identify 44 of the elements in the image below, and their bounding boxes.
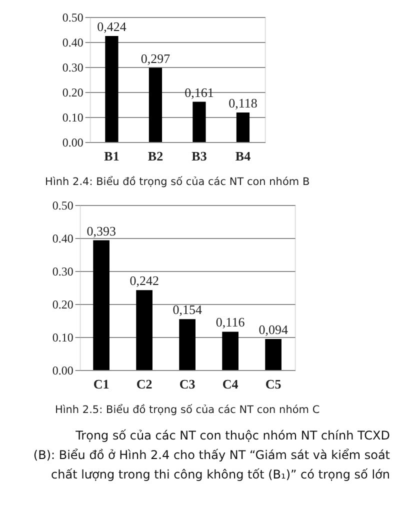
x-tick-label: C4: [222, 376, 239, 392]
y-tick-label: 0.30: [52, 264, 74, 278]
bar: [236, 112, 250, 142]
y-tick-label: 0.40: [52, 232, 74, 246]
data-label: 0,161: [184, 84, 214, 100]
bar: [192, 102, 206, 142]
data-label: 0,154: [172, 302, 202, 318]
data-label: 0,393: [86, 223, 116, 238]
y-tick-label: 0.00: [52, 364, 74, 378]
y-tick-label: 0.00: [62, 136, 84, 150]
y-tick-label: 0.50: [52, 198, 74, 212]
x-tick-label: C3: [179, 376, 196, 392]
data-label: 0,116: [216, 314, 246, 330]
text: (B): Biểu đồ ở Hình 2.4 cho thấy NT “Giám sát và kiểm soát: [33, 448, 390, 462]
x-tick-label: B1: [104, 148, 120, 164]
data-label: 0,118: [228, 96, 258, 110]
text: Hình 2.4: Biểu đồ trọng số của các NT con nhóm B: [45, 175, 310, 188]
data-label: 0,424: [97, 19, 127, 34]
text: Trọng số của các NT con thuộc nhóm NT chính TCXD: [74, 428, 390, 443]
bar: [93, 240, 110, 370]
bar: [179, 319, 196, 370]
y-tick-label: 0.40: [62, 36, 84, 50]
y-tick-label: 0.20: [62, 86, 84, 100]
text: chất lượng trong thi công không tốt (B₁)” có trọng số lớn: [51, 467, 390, 482]
data-label: 0,242: [130, 273, 159, 288]
y-tick-label: 0.10: [52, 330, 74, 344]
y-tick-label: 0.20: [52, 298, 74, 312]
data-label: 0,297: [140, 50, 171, 66]
x-tick-label: B4: [235, 148, 252, 164]
y-tick-label: 0.10: [62, 110, 84, 124]
x-tick-label: C1: [93, 376, 110, 392]
x-tick-label: B2: [148, 148, 164, 164]
bar: [105, 36, 118, 142]
bar: [148, 68, 162, 142]
data-label: 0,094: [258, 322, 288, 337]
x-tick-label: B3: [192, 148, 208, 164]
bar: [265, 338, 282, 370]
x-tick-label: C5: [265, 376, 282, 392]
bar: [136, 290, 152, 370]
text: Hình 2.5: Biểu đồ trọng số của các NT con nhóm C: [54, 403, 320, 416]
y-tick-label: 0.50: [62, 10, 84, 24]
x-tick-label: C2: [136, 376, 152, 392]
bar: [222, 332, 238, 370]
y-tick-label: 0.30: [62, 60, 84, 74]
